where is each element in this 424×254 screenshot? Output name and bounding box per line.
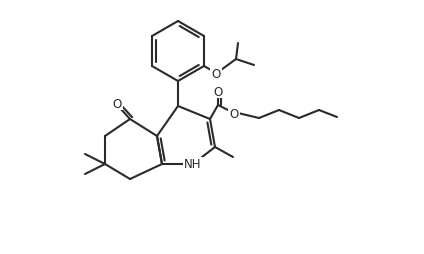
Text: O: O <box>213 85 223 98</box>
Text: NH: NH <box>184 158 202 171</box>
Text: O: O <box>229 107 239 120</box>
Text: O: O <box>212 67 220 80</box>
Text: O: O <box>112 97 122 110</box>
